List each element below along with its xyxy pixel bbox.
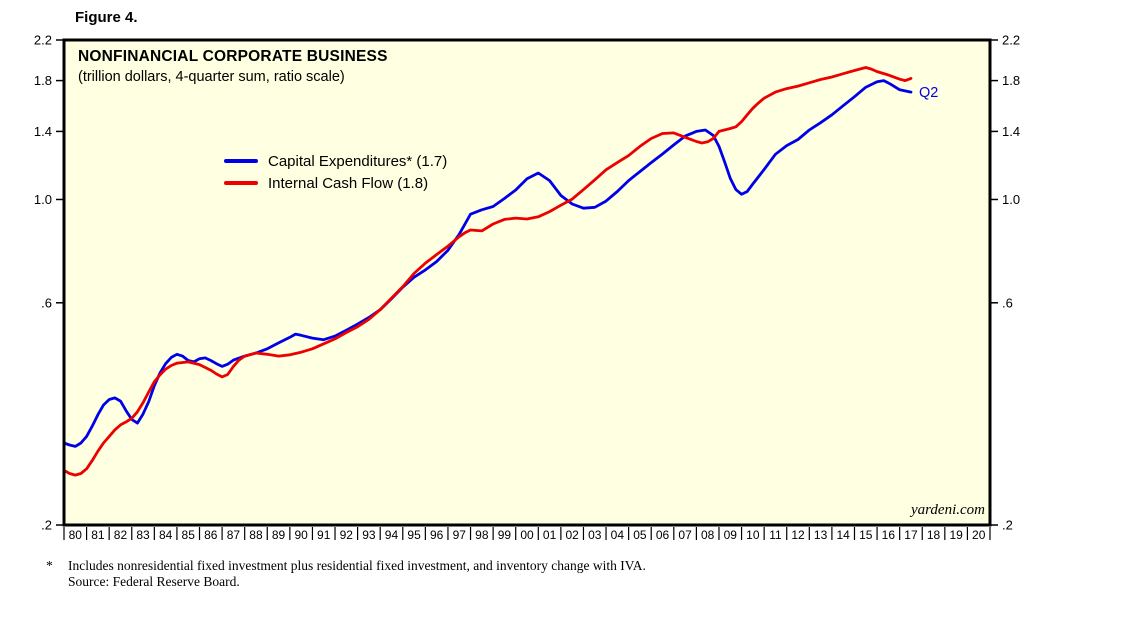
footnote: * Includes nonresidential fixed investme… bbox=[46, 558, 646, 591]
x-axis-label: 18 bbox=[927, 528, 941, 542]
legend-item-capex: Capital Expenditures* (1.7) bbox=[224, 150, 447, 172]
y-axis-label-left: 1.8 bbox=[34, 73, 52, 88]
x-axis-label: 93 bbox=[362, 528, 376, 542]
x-axis-label: 87 bbox=[227, 528, 241, 542]
figure-label: Figure 4. bbox=[75, 9, 138, 26]
x-axis-label: 10 bbox=[746, 528, 760, 542]
x-axis-label: 96 bbox=[430, 528, 444, 542]
x-axis-label: 99 bbox=[498, 528, 512, 542]
y-axis-label-right: .2 bbox=[1002, 518, 1013, 533]
x-axis-label: 07 bbox=[678, 528, 692, 542]
x-axis-label: 89 bbox=[272, 528, 286, 542]
cashflow-series-line bbox=[62, 66, 913, 477]
chart-title: NONFINANCIAL CORPORATE BUSINESS bbox=[78, 48, 388, 65]
y-axis-label-right: .6 bbox=[1002, 295, 1013, 310]
yardeni-watermark: yardeni.com bbox=[910, 502, 985, 518]
y-axis-label-right: 1.0 bbox=[1002, 192, 1020, 207]
capex-line-swatch bbox=[224, 159, 258, 163]
plot-background bbox=[64, 40, 990, 525]
x-axis-label: 09 bbox=[724, 528, 738, 542]
y-axis-label-left: 1.0 bbox=[34, 192, 52, 207]
x-axis-label: 20 bbox=[972, 528, 986, 542]
plot-border bbox=[62, 38, 992, 527]
x-axis-label: 85 bbox=[182, 528, 196, 542]
x-axis-label: 94 bbox=[385, 528, 399, 542]
x-axis-label: 91 bbox=[317, 528, 331, 542]
x-axis-label: 00 bbox=[520, 528, 534, 542]
x-axis-label: 02 bbox=[565, 528, 579, 542]
capex-legend-label: Capital Expenditures* (1.7) bbox=[268, 152, 448, 170]
x-axis-label: 98 bbox=[475, 528, 489, 542]
source-text: Source: Federal Reserve Board. bbox=[68, 574, 240, 590]
x-axis-label: 04 bbox=[611, 528, 625, 542]
capex-series-line bbox=[62, 79, 913, 448]
y-axis-label-left: .6 bbox=[41, 295, 52, 310]
x-axis-label: 86 bbox=[204, 528, 218, 542]
y-axis-label-right: 1.4 bbox=[1002, 124, 1020, 139]
x-axis-label: 81 bbox=[91, 528, 105, 542]
cashflow-legend-label: Internal Cash Flow (1.8) bbox=[268, 174, 429, 192]
x-axis-label: 14 bbox=[837, 528, 851, 542]
x-axis-label: 95 bbox=[407, 528, 421, 542]
x-axis-label: 13 bbox=[814, 528, 828, 542]
x-axis-label: 11 bbox=[769, 528, 782, 542]
x-axis-label: 90 bbox=[294, 528, 308, 542]
x-axis-label: 08 bbox=[701, 528, 715, 542]
legend: Capital Expenditures* (1.7) Internal Cas… bbox=[224, 150, 447, 194]
x-axis-label: 06 bbox=[656, 528, 670, 542]
x-axis-label: 03 bbox=[588, 528, 602, 542]
x-axis-label: 16 bbox=[882, 528, 896, 542]
x-axis-label: 80 bbox=[69, 528, 83, 542]
x-axis-label: 84 bbox=[159, 528, 173, 542]
x-axis-label: 97 bbox=[453, 528, 467, 542]
x-axis-label: 12 bbox=[791, 528, 805, 542]
x-axis-label: 82 bbox=[114, 528, 128, 542]
y-axis-label-right: 2.2 bbox=[1002, 33, 1020, 48]
footnote-line-1: * Includes nonresidential fixed investme… bbox=[46, 558, 646, 574]
x-axis-label: 88 bbox=[249, 528, 263, 542]
x-axis-label: 15 bbox=[859, 528, 873, 542]
x-axis-label: 83 bbox=[136, 528, 150, 542]
x-axis-label: 01 bbox=[543, 528, 557, 542]
y-axis-label-right: 1.8 bbox=[1002, 73, 1020, 88]
chart-subtitle: (trillion dollars, 4-quarter sum, ratio … bbox=[78, 69, 345, 85]
x-axis-label: 17 bbox=[904, 528, 918, 542]
x-axis-label: 92 bbox=[340, 528, 354, 542]
footnote-text: Includes nonresidential fixed investment… bbox=[68, 558, 646, 573]
cashflow-line-swatch bbox=[224, 181, 258, 185]
x-axis-label: 05 bbox=[633, 528, 647, 542]
latest-quarter-label: Q2 bbox=[919, 85, 939, 101]
legend-item-cashflow: Internal Cash Flow (1.8) bbox=[224, 172, 447, 194]
y-axis-label-left: 2.2 bbox=[34, 33, 52, 48]
y-axis-label-left: .2 bbox=[41, 518, 52, 533]
y-axis-label-left: 1.4 bbox=[34, 124, 52, 139]
footnote-marker: * bbox=[46, 558, 53, 573]
x-axis-label: 19 bbox=[949, 528, 963, 542]
